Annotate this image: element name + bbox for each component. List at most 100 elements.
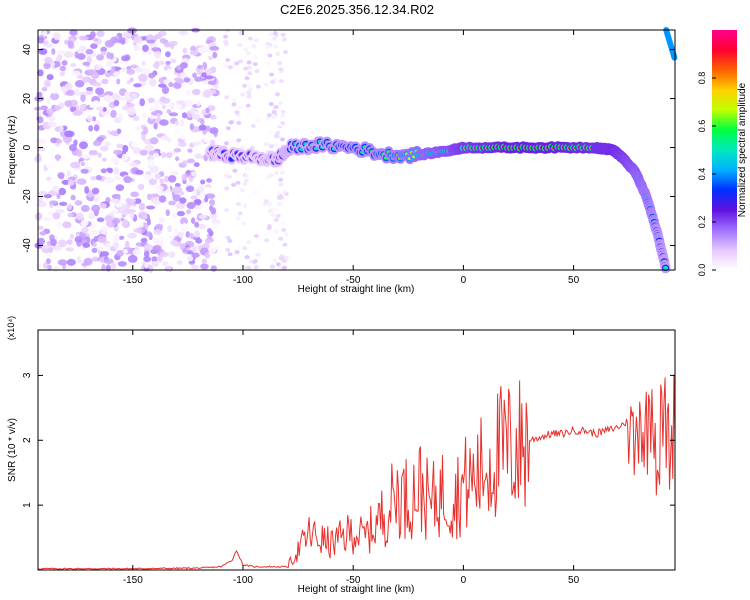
x-tick-label: -50 — [346, 575, 361, 586]
heatmap-cell — [200, 263, 209, 270]
heatmap-cell — [231, 83, 237, 88]
heatmap-cell — [76, 132, 82, 138]
heatmap-cell — [180, 133, 186, 141]
heatmap-cell — [76, 255, 81, 264]
heatmap-cell — [121, 104, 129, 111]
heatmap-cell — [37, 37, 45, 44]
heatmap-cell — [61, 85, 67, 93]
heatmap-cell — [245, 103, 251, 108]
heatmap-cell — [229, 139, 235, 144]
heatmap-cell — [235, 180, 241, 185]
heatmap-cell — [178, 231, 184, 238]
heatmap-cell — [240, 92, 246, 97]
heatmap-cell — [184, 101, 194, 107]
heatmap-cell — [52, 266, 59, 273]
heatmap-cell — [264, 232, 270, 236]
heatmap-cell — [36, 263, 42, 269]
heatmap-cell — [190, 195, 198, 200]
heatmap-cell — [43, 262, 49, 269]
heatmap-cell — [103, 94, 112, 103]
heatmap-cell — [202, 33, 209, 39]
heatmap-cell — [133, 115, 140, 121]
heatmap-cell — [227, 239, 233, 243]
heatmap-cell — [205, 186, 211, 193]
heatmap-cell — [111, 93, 121, 102]
heatmap-cell — [267, 113, 272, 118]
heatmap-cell — [154, 173, 161, 180]
heatmap-cell — [109, 130, 118, 136]
heatmap-cell — [75, 212, 84, 221]
heatmap-cell — [123, 176, 133, 184]
heatmap-cell — [80, 161, 86, 166]
heatmap-cell — [152, 62, 160, 69]
heatmap-cell — [57, 239, 67, 248]
heatmap-cell — [43, 194, 52, 199]
heatmap-cell — [278, 182, 284, 187]
y-tick-label: 40 — [22, 44, 33, 56]
heatmap-cell — [282, 265, 288, 270]
heatmap-cell — [112, 71, 121, 77]
heatmap-cell — [284, 256, 290, 261]
heatmap-cell — [252, 54, 258, 59]
heatmap-cell — [70, 194, 76, 201]
heatmap-cell — [105, 60, 113, 68]
heatmap-cell — [64, 100, 74, 108]
heatmap-cell — [78, 91, 88, 97]
heatmap-cell — [70, 161, 81, 169]
heatmap-cell — [283, 232, 289, 236]
heatmap-cell — [209, 246, 217, 253]
x-tick-label: 0 — [461, 275, 467, 286]
heatmap-cell — [178, 30, 189, 36]
colorbar-tick-label: 0.6 — [697, 120, 707, 133]
spectrogram-ylabel: Frequency (Hz) — [7, 116, 18, 185]
heatmap-cell — [95, 174, 102, 181]
heatmap-cell — [246, 240, 252, 245]
heatmap-cell — [281, 37, 287, 42]
heatmap-cell — [144, 243, 153, 250]
heatmap-cell — [134, 198, 142, 204]
heatmap-cell — [187, 148, 193, 153]
heatmap-cell — [132, 147, 142, 155]
heatmap-cell — [278, 67, 284, 72]
heatmap-cell — [281, 221, 287, 226]
heatmap-cell — [192, 88, 201, 96]
heatmap-cell — [194, 76, 203, 82]
heatmap-cell — [194, 154, 205, 159]
heatmap-cell — [135, 169, 144, 175]
heatmap-cell — [275, 262, 281, 267]
heatmap-cell — [141, 133, 146, 141]
heatmap-cell — [76, 53, 86, 60]
heatmap-cell — [66, 239, 73, 245]
heatmap-cell — [89, 229, 100, 236]
heatmap-cell — [69, 233, 75, 240]
heatmap-cell — [42, 29, 48, 37]
heatmap-cell — [186, 209, 192, 215]
heatmap-cell — [143, 126, 149, 135]
heatmap-cell — [242, 246, 248, 251]
heatmap-cell — [133, 35, 142, 44]
heatmap-cell — [116, 78, 121, 85]
heatmap-cell — [240, 188, 245, 193]
heatmap-cell — [64, 130, 74, 138]
heatmap-cell — [169, 58, 177, 64]
heatmap-cell — [99, 251, 110, 257]
heatmap-cell — [194, 205, 202, 210]
heatmap-cell — [173, 228, 179, 236]
heatmap-cell — [80, 168, 89, 174]
heatmap-cell — [174, 127, 180, 135]
heatmap-cell — [93, 197, 99, 203]
heatmap-cell — [273, 104, 279, 109]
heatmap-cell — [57, 259, 68, 266]
heatmap-cell — [166, 104, 175, 109]
heatmap-cell — [168, 112, 179, 117]
colorbar: 0.0 0.2 0.4 0.6 0.8 Normalized spectral ampl… — [697, 30, 748, 276]
heatmap-cell — [169, 235, 175, 240]
heatmap-cell — [238, 30, 244, 35]
heatmap-cell — [204, 240, 210, 249]
heatmap-cell — [194, 98, 200, 104]
heatmap-cell — [38, 197, 43, 203]
heatmap-cell — [130, 64, 139, 69]
heatmap-cell — [181, 173, 188, 181]
heatmap-cell — [246, 65, 252, 70]
heatmap-cell — [275, 92, 280, 97]
